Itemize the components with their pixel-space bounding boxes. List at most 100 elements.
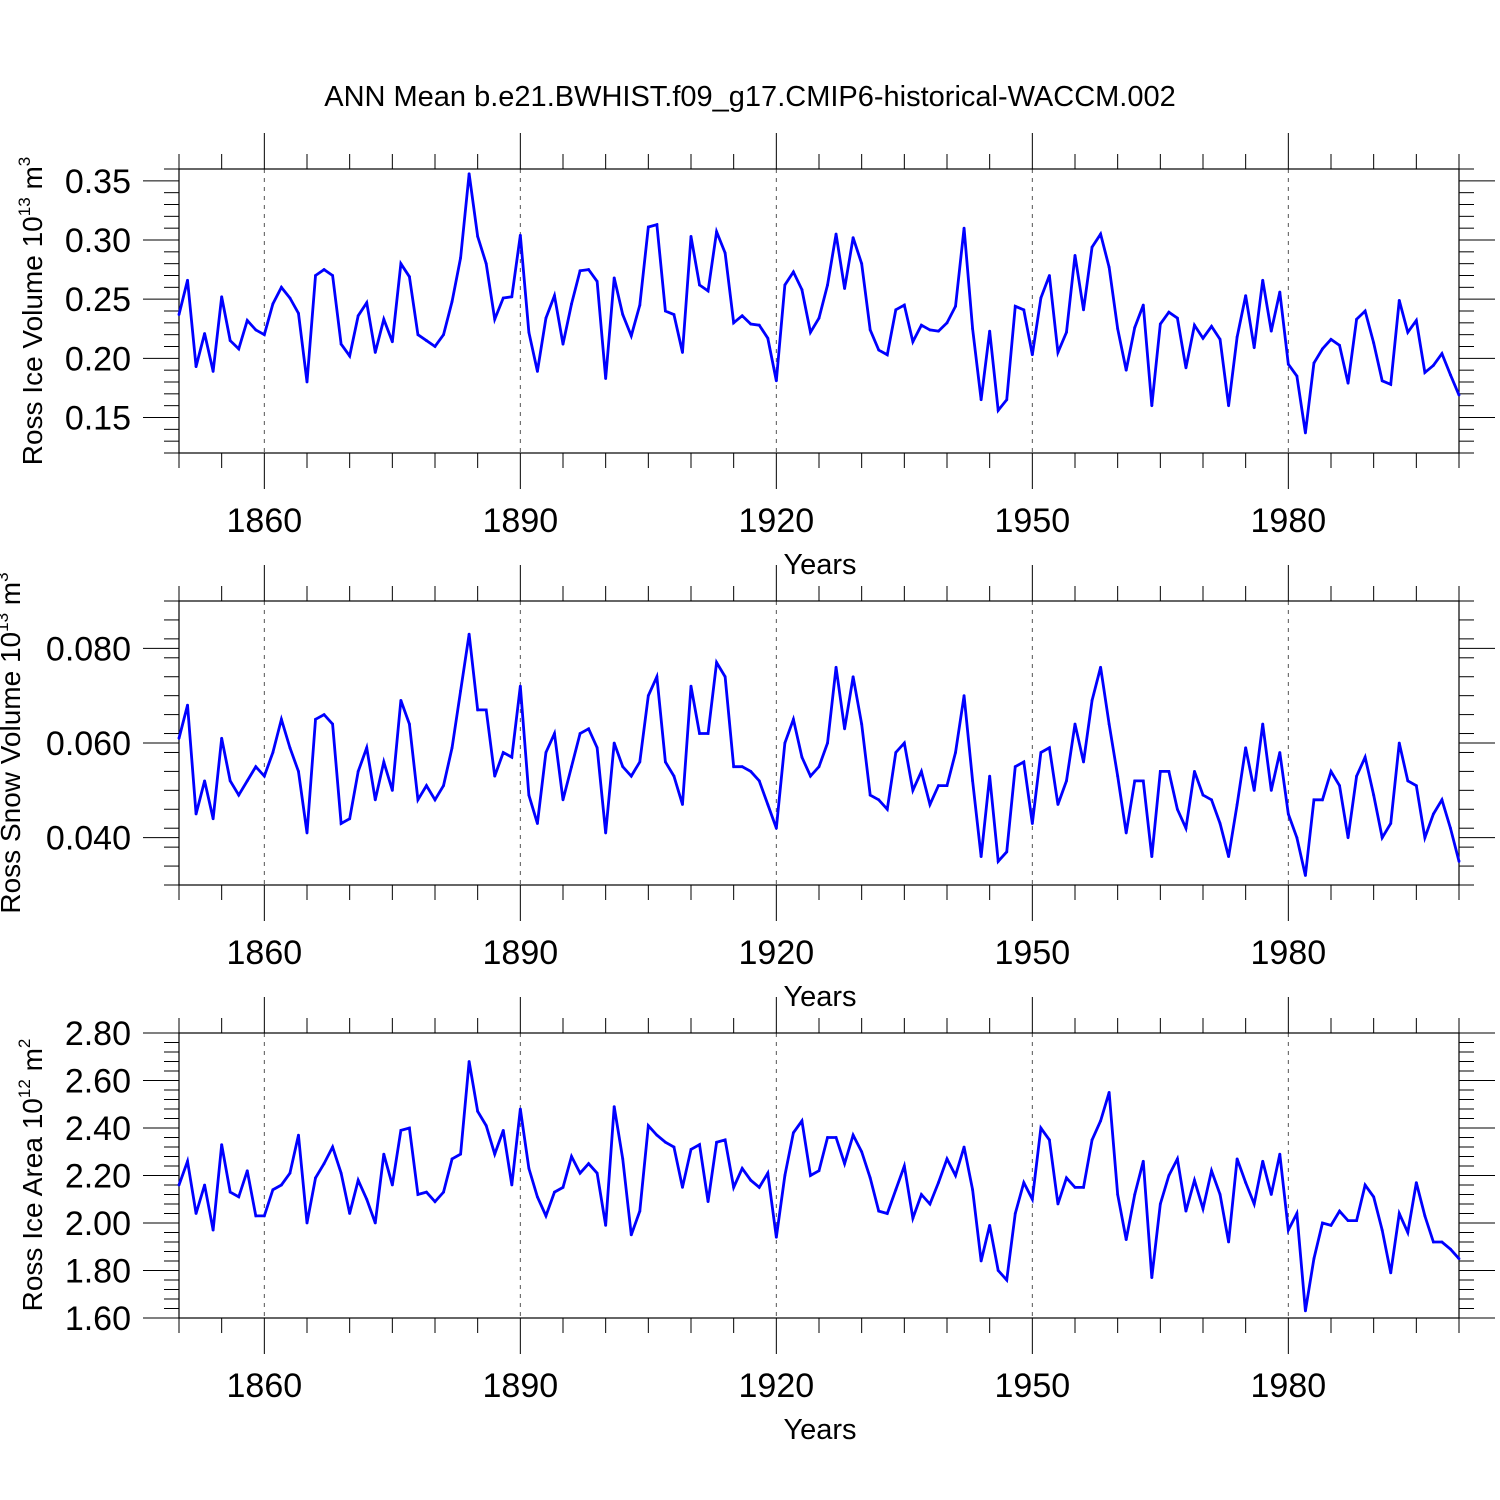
data-point-1886 [484,1124,488,1128]
data-point-1989 [1363,1183,1367,1187]
data-point-1903 [629,334,633,338]
data-point-1978 [1269,329,1273,333]
data-point-1872 [365,301,369,305]
data-point-1973 [1227,1240,1230,1244]
data-point-1983 [1312,798,1316,802]
y-axis-unit-power: 2 [15,1039,34,1048]
data-point-1911 [698,1143,701,1147]
data-point-1880 [433,798,437,802]
y-tick-label: 2.20 [65,1158,131,1196]
data-point-1988 [1355,1219,1358,1223]
data-point-1946 [996,409,1000,412]
data-point-1936 [911,788,915,792]
data-point-1897 [578,732,582,735]
data-point-1870 [348,817,352,821]
data-point-2000 [1457,859,1461,863]
data-point-1955 [1073,253,1077,257]
y-tick-label: 0.15 [65,400,131,438]
data-point-1853 [203,1183,207,1187]
data-point-1993 [1397,1212,1401,1215]
data-point-1867 [322,1162,326,1166]
data-point-1998 [1440,352,1444,355]
data-point-1950 [1030,353,1034,357]
data-point-1945 [988,329,992,333]
data-point-1905 [646,225,650,229]
data-point-1977 [1261,1159,1265,1163]
data-point-1969 [1193,1178,1196,1182]
data-point-1920 [774,379,778,383]
data-point-1868 [331,722,334,726]
data-point-1907 [664,760,667,764]
data-point-1851 [186,1159,189,1163]
data-point-1960 [1116,774,1120,778]
data-point-1963 [1141,1159,1145,1163]
data-point-1891 [527,1166,531,1170]
data-point-1867 [322,268,326,271]
data-point-1934 [894,751,898,754]
data-point-1861 [271,1188,275,1192]
data-point-1865 [305,380,309,384]
data-point-1920 [774,1235,778,1239]
data-point-1983 [1312,1257,1316,1261]
data-point-1874 [382,317,386,321]
data-point-1998 [1440,798,1444,802]
data-point-1997 [1432,812,1435,816]
data-point-1957 [1090,245,1094,249]
data-point-1932 [877,348,881,352]
data-point-1907 [664,1140,667,1144]
y-axis-unit-power: 3 [15,157,34,166]
data-point-1889 [510,1183,514,1187]
data-point-1854 [211,369,215,373]
data-point-1989 [1363,309,1367,313]
y-axis-unit-scale: 10 [0,632,26,663]
data-point-1881 [442,1190,445,1194]
data-point-1850 [177,313,181,316]
data-point-1915 [732,765,736,769]
data-point-1988 [1355,317,1358,321]
data-point-1944 [979,855,983,858]
data-point-1996 [1423,836,1427,840]
data-point-1914 [723,675,727,679]
data-point-1904 [638,303,642,307]
data-point-1857 [237,347,241,351]
data-point-1972 [1218,338,1222,341]
x-tick-label: 1860 [227,1367,303,1405]
data-point-1881 [442,784,445,787]
y-tick-label: 2.00 [65,1205,131,1243]
data-point-1948 [1013,304,1017,308]
data-point-1979 [1278,751,1282,754]
data-point-1928 [843,287,846,290]
data-point-1941 [954,751,957,754]
data-point-1861 [271,751,275,754]
data-point-1884 [467,172,471,176]
y-axis-unit-scale: 10 [17,1098,48,1129]
data-point-1985 [1329,338,1333,341]
data-point-1931 [868,328,872,332]
data-point-1949 [1022,308,1026,312]
data-point-1946 [996,1269,1000,1272]
data-point-1909 [681,803,684,806]
data-point-1861 [271,302,275,306]
data-point-1929 [851,1133,855,1137]
data-point-1921 [783,283,787,287]
data-point-1886 [484,262,488,266]
data-point-1869 [339,342,343,346]
data-point-1868 [331,274,334,277]
data-point-1884 [467,632,471,636]
y-tick-label: 2.40 [65,1110,131,1148]
x-axis-label: Years [783,1414,856,1446]
data-point-1896 [570,302,573,306]
data-point-1987 [1346,1219,1350,1223]
data-point-1965 [1158,322,1162,326]
y-axis-label-name: Ross Snow Volume [0,663,26,914]
data-point-1954 [1065,779,1068,783]
y-tick-label: 0.040 [46,820,131,858]
data-point-1969 [1193,770,1196,773]
data-point-1962 [1133,326,1137,329]
data-point-1928 [843,1162,846,1166]
data-point-1869 [339,822,343,825]
data-point-1876 [399,1128,403,1132]
data-point-1985 [1329,1223,1333,1227]
data-point-1988 [1355,774,1358,778]
data-point-1868 [331,1145,334,1149]
